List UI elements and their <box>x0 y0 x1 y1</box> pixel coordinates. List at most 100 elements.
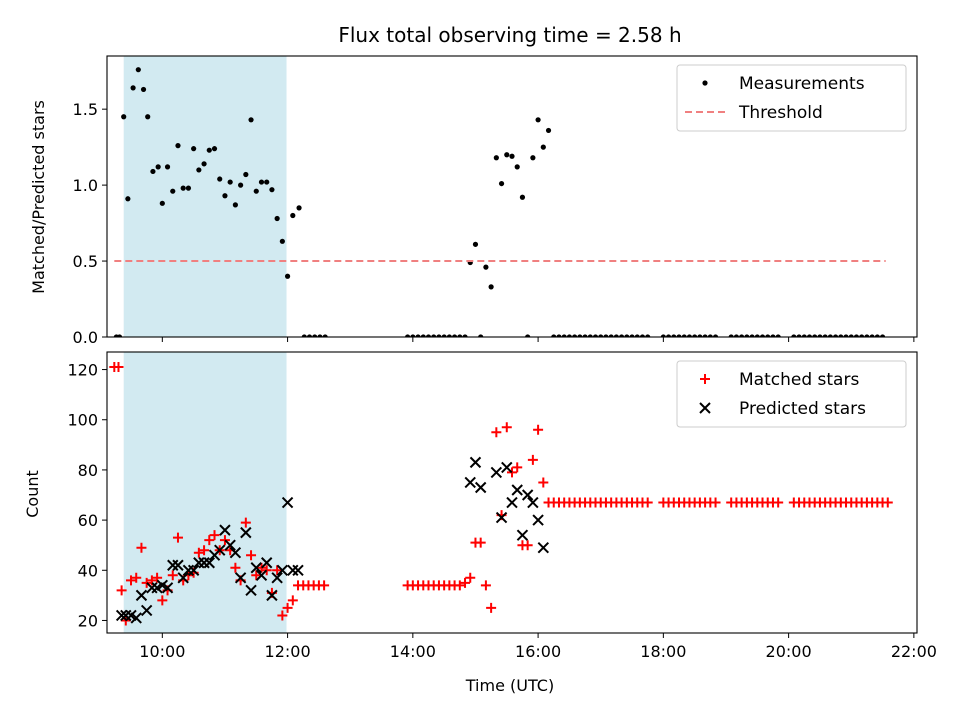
measurement-point <box>145 114 151 120</box>
measurement-point <box>170 188 176 194</box>
measurement-point <box>284 273 291 279</box>
predicted-star-point <box>501 461 513 474</box>
observing-window <box>123 56 287 337</box>
predicted-star-point <box>521 489 534 501</box>
measurement-point <box>222 193 228 199</box>
measurement-point <box>130 85 136 91</box>
measurement-point <box>796 334 802 337</box>
matched-star-point <box>209 530 220 541</box>
x-tick-label: 12:00 <box>265 642 311 661</box>
plot-area <box>113 56 886 337</box>
matched-star-point <box>246 550 257 561</box>
measurement-point <box>155 164 161 170</box>
matched-star-point <box>126 575 137 586</box>
measurement-point <box>551 334 557 337</box>
measurement-point <box>420 334 426 337</box>
measurement-point <box>425 334 432 337</box>
measurement-point <box>827 334 833 337</box>
predicted-star-point <box>229 547 242 559</box>
measurement-point <box>201 161 207 167</box>
matched-star-point <box>507 467 517 478</box>
predicted-star-point <box>240 526 252 539</box>
measurement-point <box>457 334 463 337</box>
measurement-point <box>436 334 442 337</box>
predicted-star-point <box>287 564 299 576</box>
measurement-point <box>728 334 734 337</box>
x-tick-label: 18:00 <box>640 642 686 661</box>
predicted-star-point <box>532 514 544 526</box>
predicted-star-point <box>527 496 539 509</box>
measurement-point <box>279 238 285 244</box>
predicted-star-point <box>260 557 273 569</box>
y-tick-label: 40 <box>78 561 98 580</box>
measurement-point <box>248 117 254 123</box>
measurement-point <box>812 334 818 337</box>
legend-label: Threshold <box>738 103 823 123</box>
matched-star-point <box>319 580 330 591</box>
matched-star-point <box>710 497 721 508</box>
y-tick-label: 0.0 <box>73 328 98 347</box>
measurement-point <box>540 144 546 150</box>
measurement-point <box>660 334 666 337</box>
matched-star-point <box>272 565 283 576</box>
measurement-point <box>566 334 573 337</box>
bottom-y-axis-label: Count <box>23 470 42 518</box>
matched-star-point <box>287 595 298 606</box>
legend-predicted-swatch <box>699 402 711 414</box>
matched-star-point <box>512 462 523 473</box>
measurement-point <box>676 334 682 337</box>
measurement-point <box>853 334 860 337</box>
predicted-star-point <box>161 582 174 594</box>
measurement-point <box>619 334 625 337</box>
measurement-point <box>879 334 886 337</box>
measurement-point <box>624 334 630 337</box>
ratio-panel: 0.0 0.5 1.0 1.5 Measurements Threshold <box>73 55 918 347</box>
predicted-star-point <box>281 496 294 509</box>
measurement-point <box>238 182 244 188</box>
measurement-point <box>232 202 238 208</box>
measurement-point <box>253 188 259 194</box>
legend-box <box>676 360 907 428</box>
measurement-point <box>739 334 745 337</box>
measurement-point <box>180 185 186 191</box>
measurement-point <box>322 334 328 337</box>
measurement-point <box>175 143 181 149</box>
legend-measurement-swatch <box>702 80 708 86</box>
measurement-point <box>556 334 562 337</box>
measurement-point <box>733 334 740 337</box>
matched-star-point <box>882 497 893 508</box>
measurement-point <box>561 334 567 337</box>
measurement-point <box>227 179 233 185</box>
measurement-point <box>864 334 870 337</box>
measurement-point <box>451 334 458 337</box>
series-1 <box>113 67 886 337</box>
predicted-star-point <box>511 484 523 496</box>
predicted-star-point <box>234 572 247 584</box>
measurement-point <box>686 334 693 337</box>
predicted-star-point <box>255 569 268 582</box>
predicted-star-point <box>193 557 205 569</box>
predicted-star-point <box>245 584 257 597</box>
measurement-point <box>838 334 844 337</box>
measurement-point <box>645 334 651 337</box>
measurement-point <box>519 194 526 200</box>
predicted-star-point <box>172 559 184 571</box>
measurement-point <box>629 334 635 337</box>
measurement-point <box>415 334 421 337</box>
measurement-point <box>671 334 677 337</box>
matched-star-point <box>773 497 784 508</box>
measurement-point <box>848 334 854 337</box>
y-tick-label: 100 <box>67 411 98 430</box>
matched-star-point <box>527 454 538 465</box>
matched-star-point <box>256 562 267 573</box>
measurement-point <box>159 200 165 206</box>
legend: Measurements Threshold <box>676 64 907 132</box>
predicted-star-point <box>506 496 518 509</box>
measurement-point <box>135 67 141 73</box>
predicted-star-point <box>120 609 132 622</box>
measurement-point <box>572 334 578 337</box>
predicted-star-point <box>490 466 503 479</box>
matched-star-point <box>131 572 142 583</box>
predicted-star-point <box>198 557 210 569</box>
